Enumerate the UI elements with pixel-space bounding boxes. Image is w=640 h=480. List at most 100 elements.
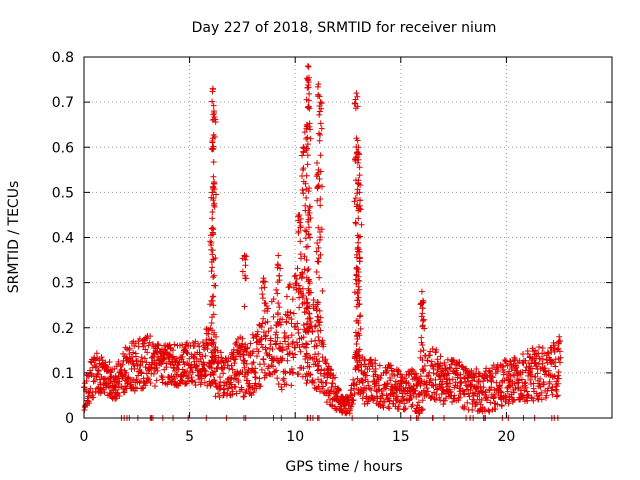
y-tick-label: 0.6	[52, 140, 74, 156]
data-point	[501, 357, 508, 364]
data-point	[315, 166, 322, 173]
data-point	[423, 373, 430, 380]
data-point	[423, 391, 430, 398]
data-point	[300, 148, 307, 155]
data-point	[115, 358, 122, 365]
data-point	[419, 310, 426, 317]
data-point	[349, 400, 356, 407]
data-point	[302, 235, 309, 242]
data-point	[199, 339, 206, 346]
data-point	[553, 393, 560, 400]
data-point	[503, 394, 510, 401]
data-point	[416, 410, 423, 417]
data-point	[261, 284, 268, 291]
data-point	[231, 360, 238, 367]
data-point	[429, 345, 436, 352]
data-point	[254, 328, 261, 335]
data-point	[504, 362, 511, 369]
data-point	[499, 362, 506, 369]
data-point	[147, 380, 154, 387]
data-point	[179, 353, 186, 360]
data-point	[355, 215, 362, 222]
data-point	[228, 362, 235, 369]
data-point	[212, 282, 219, 289]
data-point	[274, 311, 281, 318]
data-point	[318, 366, 325, 373]
data-point	[262, 344, 269, 351]
data-point	[552, 363, 559, 370]
chart-title: Day 227 of 2018, SRMTID for receiver niu…	[192, 20, 497, 36]
data-point	[538, 396, 545, 403]
data-point	[555, 380, 562, 387]
data-point	[549, 384, 556, 391]
data-point	[273, 286, 280, 293]
data-point	[210, 102, 217, 109]
data-point	[305, 63, 312, 70]
data-point	[393, 386, 400, 393]
data-point	[442, 365, 449, 372]
data-point	[354, 335, 361, 342]
data-point	[354, 186, 361, 193]
data-point	[354, 190, 361, 197]
data-point	[196, 343, 203, 350]
data-point	[147, 333, 154, 340]
data-point	[214, 364, 221, 371]
data-point	[180, 358, 187, 365]
data-point	[294, 265, 301, 272]
data-point	[481, 408, 488, 415]
data-point	[483, 397, 490, 404]
data-point	[356, 357, 363, 364]
data-point	[209, 264, 216, 271]
data-point	[305, 79, 312, 86]
data-point	[260, 329, 267, 336]
data-point	[101, 389, 108, 396]
data-point	[357, 325, 364, 332]
data-point	[159, 374, 166, 381]
data-point	[539, 344, 546, 351]
data-point	[130, 362, 137, 369]
data-point	[181, 361, 188, 368]
data-point	[355, 294, 362, 301]
data-point	[495, 364, 502, 371]
data-point	[278, 386, 285, 393]
data-point	[433, 391, 440, 398]
data-point	[211, 331, 218, 338]
data-point	[315, 91, 322, 98]
data-point	[193, 363, 200, 370]
data-point	[201, 371, 208, 378]
data-point	[279, 316, 286, 323]
data-point	[417, 301, 424, 308]
data-point	[212, 393, 219, 400]
data-point	[320, 341, 327, 348]
data-point	[210, 173, 217, 180]
data-point	[188, 364, 195, 371]
data-point	[150, 370, 157, 377]
data-point	[299, 187, 306, 194]
data-point	[436, 363, 443, 370]
data-point	[303, 350, 310, 357]
data-point	[532, 373, 539, 380]
data-point	[186, 355, 193, 362]
data-point	[418, 407, 425, 414]
data-point	[313, 173, 320, 180]
data-point	[323, 360, 330, 367]
data-point	[125, 375, 132, 382]
data-point	[533, 353, 540, 360]
data-point	[335, 387, 342, 394]
data-point	[372, 357, 379, 364]
data-point	[418, 288, 425, 295]
data-point	[419, 317, 426, 324]
data-point	[249, 360, 256, 367]
data-point	[536, 383, 543, 390]
data-point	[144, 349, 151, 356]
data-point	[455, 362, 462, 369]
x-tick-label: 15	[392, 429, 410, 445]
data-point	[262, 278, 269, 285]
data-point	[511, 397, 518, 404]
data-point	[220, 370, 227, 377]
data-point	[170, 353, 177, 360]
data-point	[309, 377, 316, 384]
data-point	[317, 314, 324, 321]
data-point	[250, 389, 257, 396]
data-point	[290, 310, 297, 317]
